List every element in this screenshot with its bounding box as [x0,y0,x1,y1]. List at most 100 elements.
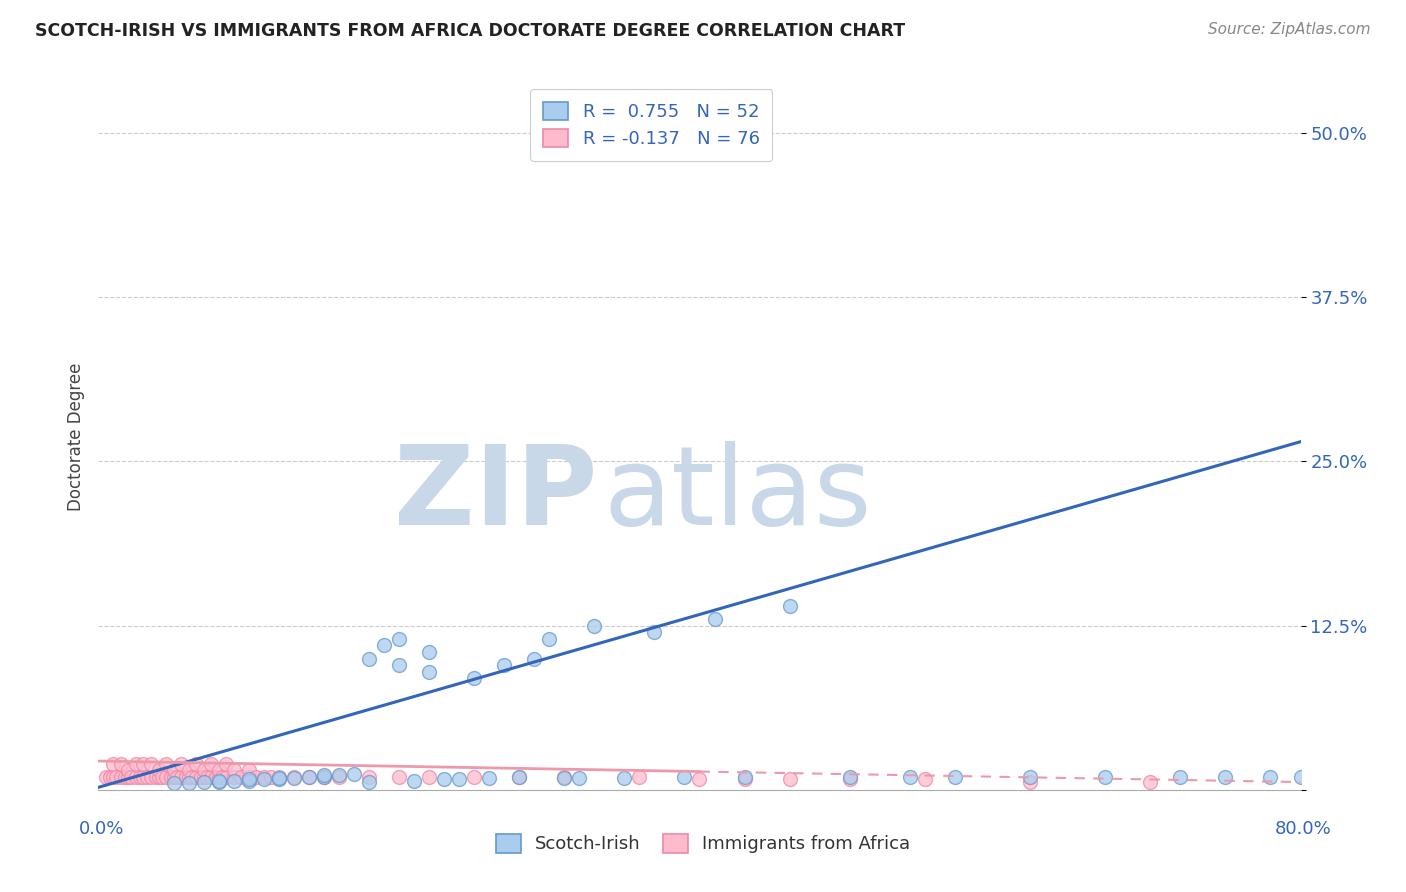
Point [162,763,184,777]
Point [117,770,139,784]
Point [253,770,276,784]
Point [418,645,440,659]
Point [418,665,440,679]
Point [215,756,238,771]
Legend: R =  0.755   N = 52, R = -0.137   N = 76: R = 0.755 N = 52, R = -0.137 N = 76 [530,89,772,161]
Point [703,612,725,626]
Point [105,770,128,784]
Point [193,763,215,777]
Point [132,770,155,784]
Point [328,770,350,784]
Point [162,770,184,784]
Point [357,775,380,789]
Legend: Scotch-Irish, Immigrants from Africa: Scotch-Irish, Immigrants from Africa [488,827,918,861]
Point [193,770,215,784]
Point [1215,770,1237,784]
Point [177,770,200,784]
Point [103,756,125,771]
Point [238,770,260,784]
Point [343,767,366,781]
Point [193,775,215,789]
Point [170,770,193,784]
Point [312,770,335,784]
Point [298,770,321,784]
Point [231,770,253,784]
Point [184,770,207,784]
Text: 0.0%: 0.0% [79,820,124,838]
Point [204,770,226,784]
Point [170,756,193,771]
Point [478,771,501,785]
Point [613,771,636,785]
Text: SCOTCH-IRISH VS IMMIGRANTS FROM AFRICA DOCTORATE DEGREE CORRELATION CHART: SCOTCH-IRISH VS IMMIGRANTS FROM AFRICA D… [35,22,905,40]
Point [508,770,530,784]
Y-axis label: Doctorate Degree: Doctorate Degree [66,363,84,511]
Point [312,770,335,784]
Point [433,772,456,787]
Point [643,625,665,640]
Point [148,770,170,784]
Point [553,770,575,784]
Point [298,770,321,784]
Point [166,770,188,784]
Point [283,771,305,785]
Point [145,770,167,784]
Point [418,770,440,784]
Point [155,756,177,771]
Point [1019,775,1042,789]
Text: ZIP: ZIP [394,441,598,548]
Point [628,770,651,784]
Point [447,772,470,787]
Point [1139,775,1161,789]
Point [125,770,148,784]
Point [195,770,218,784]
Point [174,770,197,784]
Point [125,756,148,771]
Point [388,632,411,646]
Point [357,651,380,665]
Point [779,772,801,787]
Point [139,756,162,771]
Point [100,770,122,784]
Point [150,770,173,784]
Point [267,770,290,784]
Point [162,776,184,790]
Point [121,770,143,784]
Point [402,773,425,788]
Point [211,770,233,784]
Text: 80.0%: 80.0% [1275,820,1331,838]
Point [253,772,276,787]
Point [388,770,411,784]
Point [463,770,485,784]
Point [184,756,207,771]
Point [914,772,936,787]
Point [943,770,966,784]
Point [688,772,710,787]
Point [267,771,290,785]
Point [267,772,290,787]
Point [1094,770,1116,784]
Point [553,771,575,785]
Point [238,773,260,788]
Point [312,768,335,782]
Point [200,756,222,771]
Point [159,770,181,784]
Point [838,770,860,784]
Text: atlas: atlas [603,441,872,548]
Point [523,651,546,665]
Point [898,770,921,784]
Point [388,658,411,673]
Point [1019,770,1042,784]
Point [139,770,162,784]
Point [245,770,267,784]
Point [177,763,200,777]
Point [283,770,305,784]
Point [373,639,395,653]
Text: Source: ZipAtlas.com: Source: ZipAtlas.com [1208,22,1371,37]
Point [110,770,132,784]
Point [734,770,756,784]
Point [215,770,238,784]
Point [238,772,260,787]
Point [508,770,530,784]
Point [494,658,516,673]
